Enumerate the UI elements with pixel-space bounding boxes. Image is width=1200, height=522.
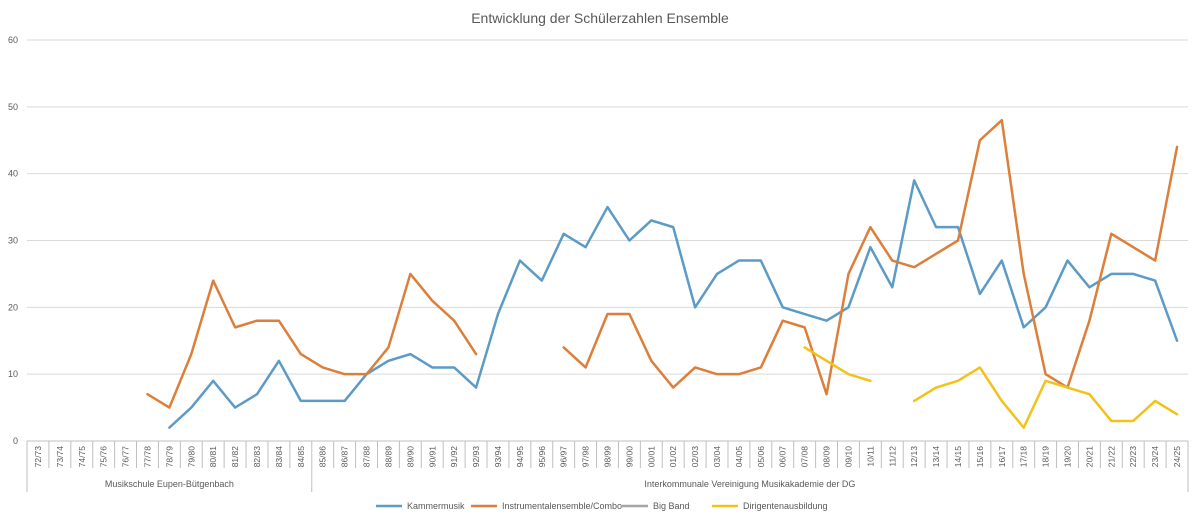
x-tick-label: 23/24: [1150, 446, 1160, 468]
x-tick-label: 15/16: [975, 446, 985, 468]
y-tick-label: 40: [8, 169, 18, 179]
x-tick-label: 19/20: [1063, 446, 1073, 468]
x-tick-label: 92/93: [471, 446, 481, 468]
x-tick-label: 10/11: [865, 446, 875, 467]
x-tick-label: 80/81: [208, 446, 218, 468]
legend-label: Dirigentenausbildung: [743, 501, 828, 511]
x-tick-label: 05/06: [756, 446, 766, 468]
x-tick-label: 97/98: [581, 446, 591, 468]
x-tick-label: 95/96: [537, 446, 547, 468]
y-tick-label: 50: [8, 102, 18, 112]
x-tick-label: 76/77: [121, 446, 131, 468]
x-tick-label: 16/17: [997, 446, 1007, 468]
x-tick-label: 14/15: [953, 446, 963, 468]
x-tick-label: 83/84: [274, 446, 284, 468]
x-tick-label: 08/09: [822, 446, 832, 468]
axes: [26, 440, 1189, 468]
x-tick-label: 04/05: [734, 446, 744, 468]
y-tick-label: 20: [8, 302, 18, 312]
series-line: [803, 346, 1179, 429]
x-tick-label: 75/76: [99, 446, 109, 468]
legend-label: Kammermusik: [407, 501, 465, 511]
x-tick-label: 85/86: [318, 446, 328, 468]
x-tick-label: 94/95: [515, 446, 525, 468]
x-tick-label: 00/01: [646, 446, 656, 468]
y-tick-label: 60: [8, 35, 18, 45]
x-group-label: Interkommunale Vereinigung Musikakademie…: [644, 479, 855, 489]
x-tick-label: 87/88: [362, 446, 372, 468]
x-tick-label: 07/08: [800, 446, 810, 468]
x-tick-label: 21/22: [1106, 446, 1116, 468]
x-tick-label: 78/79: [164, 446, 174, 468]
y-tick-label: 10: [8, 369, 18, 379]
x-tick-label: 86/87: [340, 446, 350, 468]
legend: Kammermusik Instrumentalensemble/Combo Big…: [376, 501, 828, 511]
x-tick-label: 17/18: [1019, 446, 1029, 468]
x-tick-label: 88/89: [383, 446, 393, 468]
x-tick-label: 72/73: [33, 446, 43, 468]
series-line: [146, 118, 1179, 409]
x-tick-label: 20/21: [1084, 446, 1094, 468]
x-tick-label: 73/74: [55, 446, 65, 468]
x-tick-label: 09/10: [843, 446, 853, 468]
chart-title: Entwicklung der Schülerzahlen Ensemble: [471, 10, 729, 26]
gridlines: [27, 39, 1188, 375]
y-axis-ticks: 0 10 20 30 40 50 60: [8, 35, 18, 446]
x-tick-label: 79/80: [186, 446, 196, 468]
legend-label: Big Band: [653, 501, 690, 511]
x-tick-label: 13/14: [931, 446, 941, 468]
x-axis-ticks: 72/73 73/74 74/75 75/76 76/77 77/78 78/79 79/80…: [33, 446, 1182, 468]
x-tick-label: 81/82: [230, 446, 240, 468]
x-tick-label: 93/94: [493, 446, 503, 468]
x-tick-label: 24/25: [1172, 446, 1182, 468]
x-tick-label: 77/78: [142, 446, 152, 468]
series-lines: [146, 118, 1179, 429]
x-axis-groups: Musikschule Eupen-Bütgenbach Interkommuna…: [26, 468, 1189, 492]
x-tick-label: 74/75: [77, 446, 87, 468]
x-tick-label: 99/00: [624, 446, 634, 468]
x-tick-label: 11/12: [887, 446, 897, 467]
x-tick-label: 22/23: [1128, 446, 1138, 468]
x-tick-label: 02/03: [690, 446, 700, 468]
y-tick-label: 0: [13, 436, 18, 446]
x-tick-label: 06/07: [778, 446, 788, 468]
x-group-label: Musikschule Eupen-Bütgenbach: [105, 479, 234, 489]
x-tick-label: 82/83: [252, 446, 262, 468]
x-tick-label: 12/13: [909, 446, 919, 468]
x-tick-label: 96/97: [559, 446, 569, 468]
x-tick-label: 89/90: [405, 446, 415, 468]
legend-label: Instrumentalensemble/Combo: [502, 501, 622, 511]
x-tick-label: 98/99: [603, 446, 613, 468]
x-tick-label: 91/92: [449, 446, 459, 468]
x-tick-label: 01/02: [668, 446, 678, 468]
x-tick-label: 03/04: [712, 446, 722, 468]
x-tick-label: 90/91: [427, 446, 437, 468]
x-tick-label: 84/85: [296, 446, 306, 468]
y-tick-label: 30: [8, 236, 18, 246]
x-tick-label: 18/19: [1041, 446, 1051, 468]
series-line: [168, 179, 1179, 429]
